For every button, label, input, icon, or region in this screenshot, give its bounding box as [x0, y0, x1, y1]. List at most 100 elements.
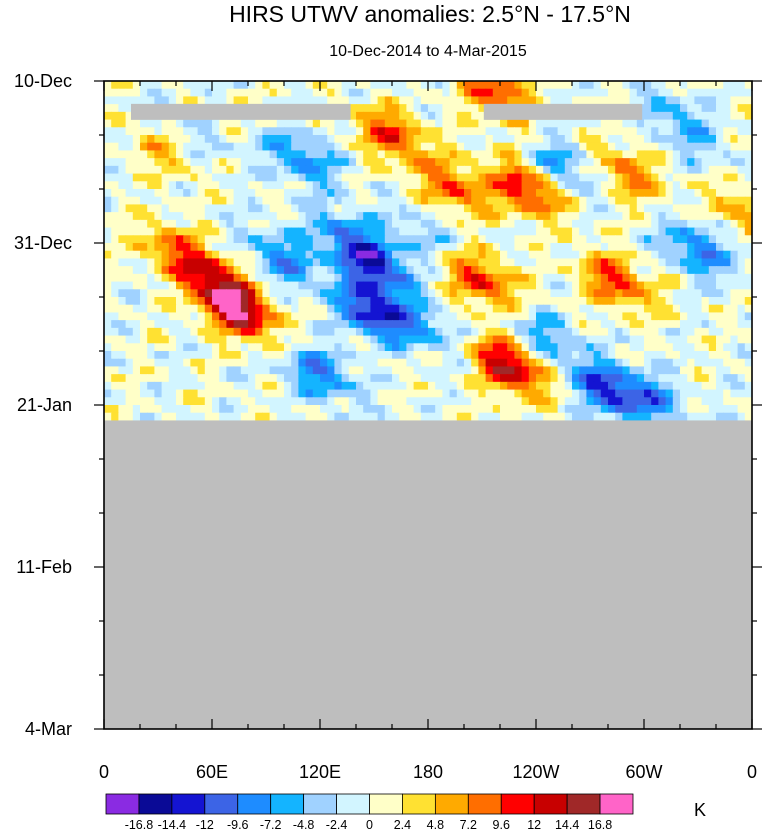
heat-cell: [557, 273, 566, 283]
heat-cell: [269, 374, 278, 383]
heat-cell: [406, 273, 415, 283]
heat-cell: [586, 235, 595, 244]
heat-cell: [687, 343, 695, 352]
heat-cell: [341, 397, 350, 406]
heat-cell: [420, 374, 429, 383]
heat-cell: [672, 281, 681, 290]
heat-cell: [737, 374, 746, 383]
heat-cell: [536, 312, 544, 321]
heat-cell: [449, 358, 458, 368]
heat-cell: [255, 358, 263, 368]
heat-cell: [428, 320, 436, 329]
heat-cell: [694, 405, 703, 414]
heat-cell: [586, 405, 595, 414]
heat-cell: [312, 135, 321, 144]
heat-cell: [132, 281, 141, 290]
heat-cell: [694, 173, 703, 182]
heat-cell: [276, 81, 285, 90]
heat-cell: [456, 273, 465, 283]
heat-cell: [240, 258, 249, 267]
heat-cell: [161, 327, 170, 337]
heat-cell: [557, 289, 566, 298]
heat-cell: [276, 335, 285, 344]
heat-cell: [579, 351, 587, 360]
heat-cell: [334, 405, 343, 414]
heat-cell: [370, 196, 379, 206]
heat-cell: [464, 273, 472, 283]
heat-cell: [478, 181, 487, 190]
heat-cell: [536, 351, 544, 360]
heat-cell: [140, 150, 148, 159]
heat-cell: [197, 81, 206, 90]
heat-cell: [665, 135, 674, 144]
heat-cell: [104, 235, 112, 244]
heat-cell: [550, 273, 559, 283]
heat-cell: [248, 389, 256, 398]
heat-cell: [644, 88, 652, 98]
heat-cell: [615, 212, 623, 221]
heat-cell: [500, 258, 508, 267]
heat-cell: [428, 135, 436, 144]
heat-cell: [521, 297, 530, 306]
heat-cell: [312, 297, 321, 306]
heat-cell: [449, 173, 458, 182]
heat-cell: [456, 266, 465, 275]
heat-cell: [363, 273, 371, 283]
heat-cell: [204, 297, 213, 306]
heat-cell: [694, 412, 703, 422]
heat-cell: [528, 397, 537, 406]
heat-cell: [320, 219, 328, 229]
heat-cell: [183, 381, 191, 391]
heat-cell: [507, 266, 515, 275]
heat-cell: [320, 96, 328, 105]
heat-cell: [428, 358, 436, 368]
heat-cell: [284, 304, 292, 314]
heat-cell: [514, 405, 523, 414]
heat-cell: [521, 81, 530, 90]
heat-cell: [615, 389, 623, 398]
heat-cell: [586, 320, 595, 329]
heat-cell: [680, 111, 688, 121]
heat-cell: [507, 119, 515, 128]
heat-cell: [464, 366, 472, 375]
heat-cell: [644, 119, 652, 128]
heat-cell: [348, 258, 357, 267]
heat-cell: [312, 119, 321, 128]
heat-cell: [550, 158, 559, 167]
heat-cell: [291, 412, 299, 422]
heat-cell: [348, 351, 357, 360]
heat-cell: [334, 212, 343, 221]
heat-cell: [608, 189, 616, 198]
heat-cell: [413, 219, 422, 229]
heat-cell: [543, 204, 551, 213]
heat-cell: [485, 327, 494, 337]
heat-cell: [197, 343, 206, 352]
heat-cell: [543, 351, 551, 360]
heat-cell: [550, 96, 559, 105]
heat-cell: [737, 312, 746, 321]
heat-cell: [161, 173, 170, 182]
heat-cell: [104, 81, 112, 90]
heat-cell: [564, 266, 573, 275]
heat-cell: [104, 374, 112, 383]
heat-cell: [197, 273, 206, 283]
heat-cell: [190, 204, 199, 213]
heat-cell: [694, 135, 703, 144]
heat-cell: [644, 96, 652, 105]
heat-cell: [132, 127, 141, 136]
heat-cell: [204, 389, 213, 398]
heat-cell: [449, 135, 458, 144]
heat-cell: [579, 142, 587, 152]
heat-cell: [291, 312, 299, 321]
heat-cell: [564, 320, 573, 329]
heat-cell: [435, 219, 443, 229]
heat-cell: [399, 266, 407, 275]
heat-cell: [550, 250, 559, 260]
heat-cell: [341, 219, 350, 229]
heat-cell: [478, 250, 487, 260]
heat-cell: [579, 412, 587, 422]
heat-cell: [118, 235, 127, 244]
heat-cell: [363, 104, 371, 113]
heat-cell: [608, 96, 616, 105]
heat-cell: [449, 235, 458, 244]
